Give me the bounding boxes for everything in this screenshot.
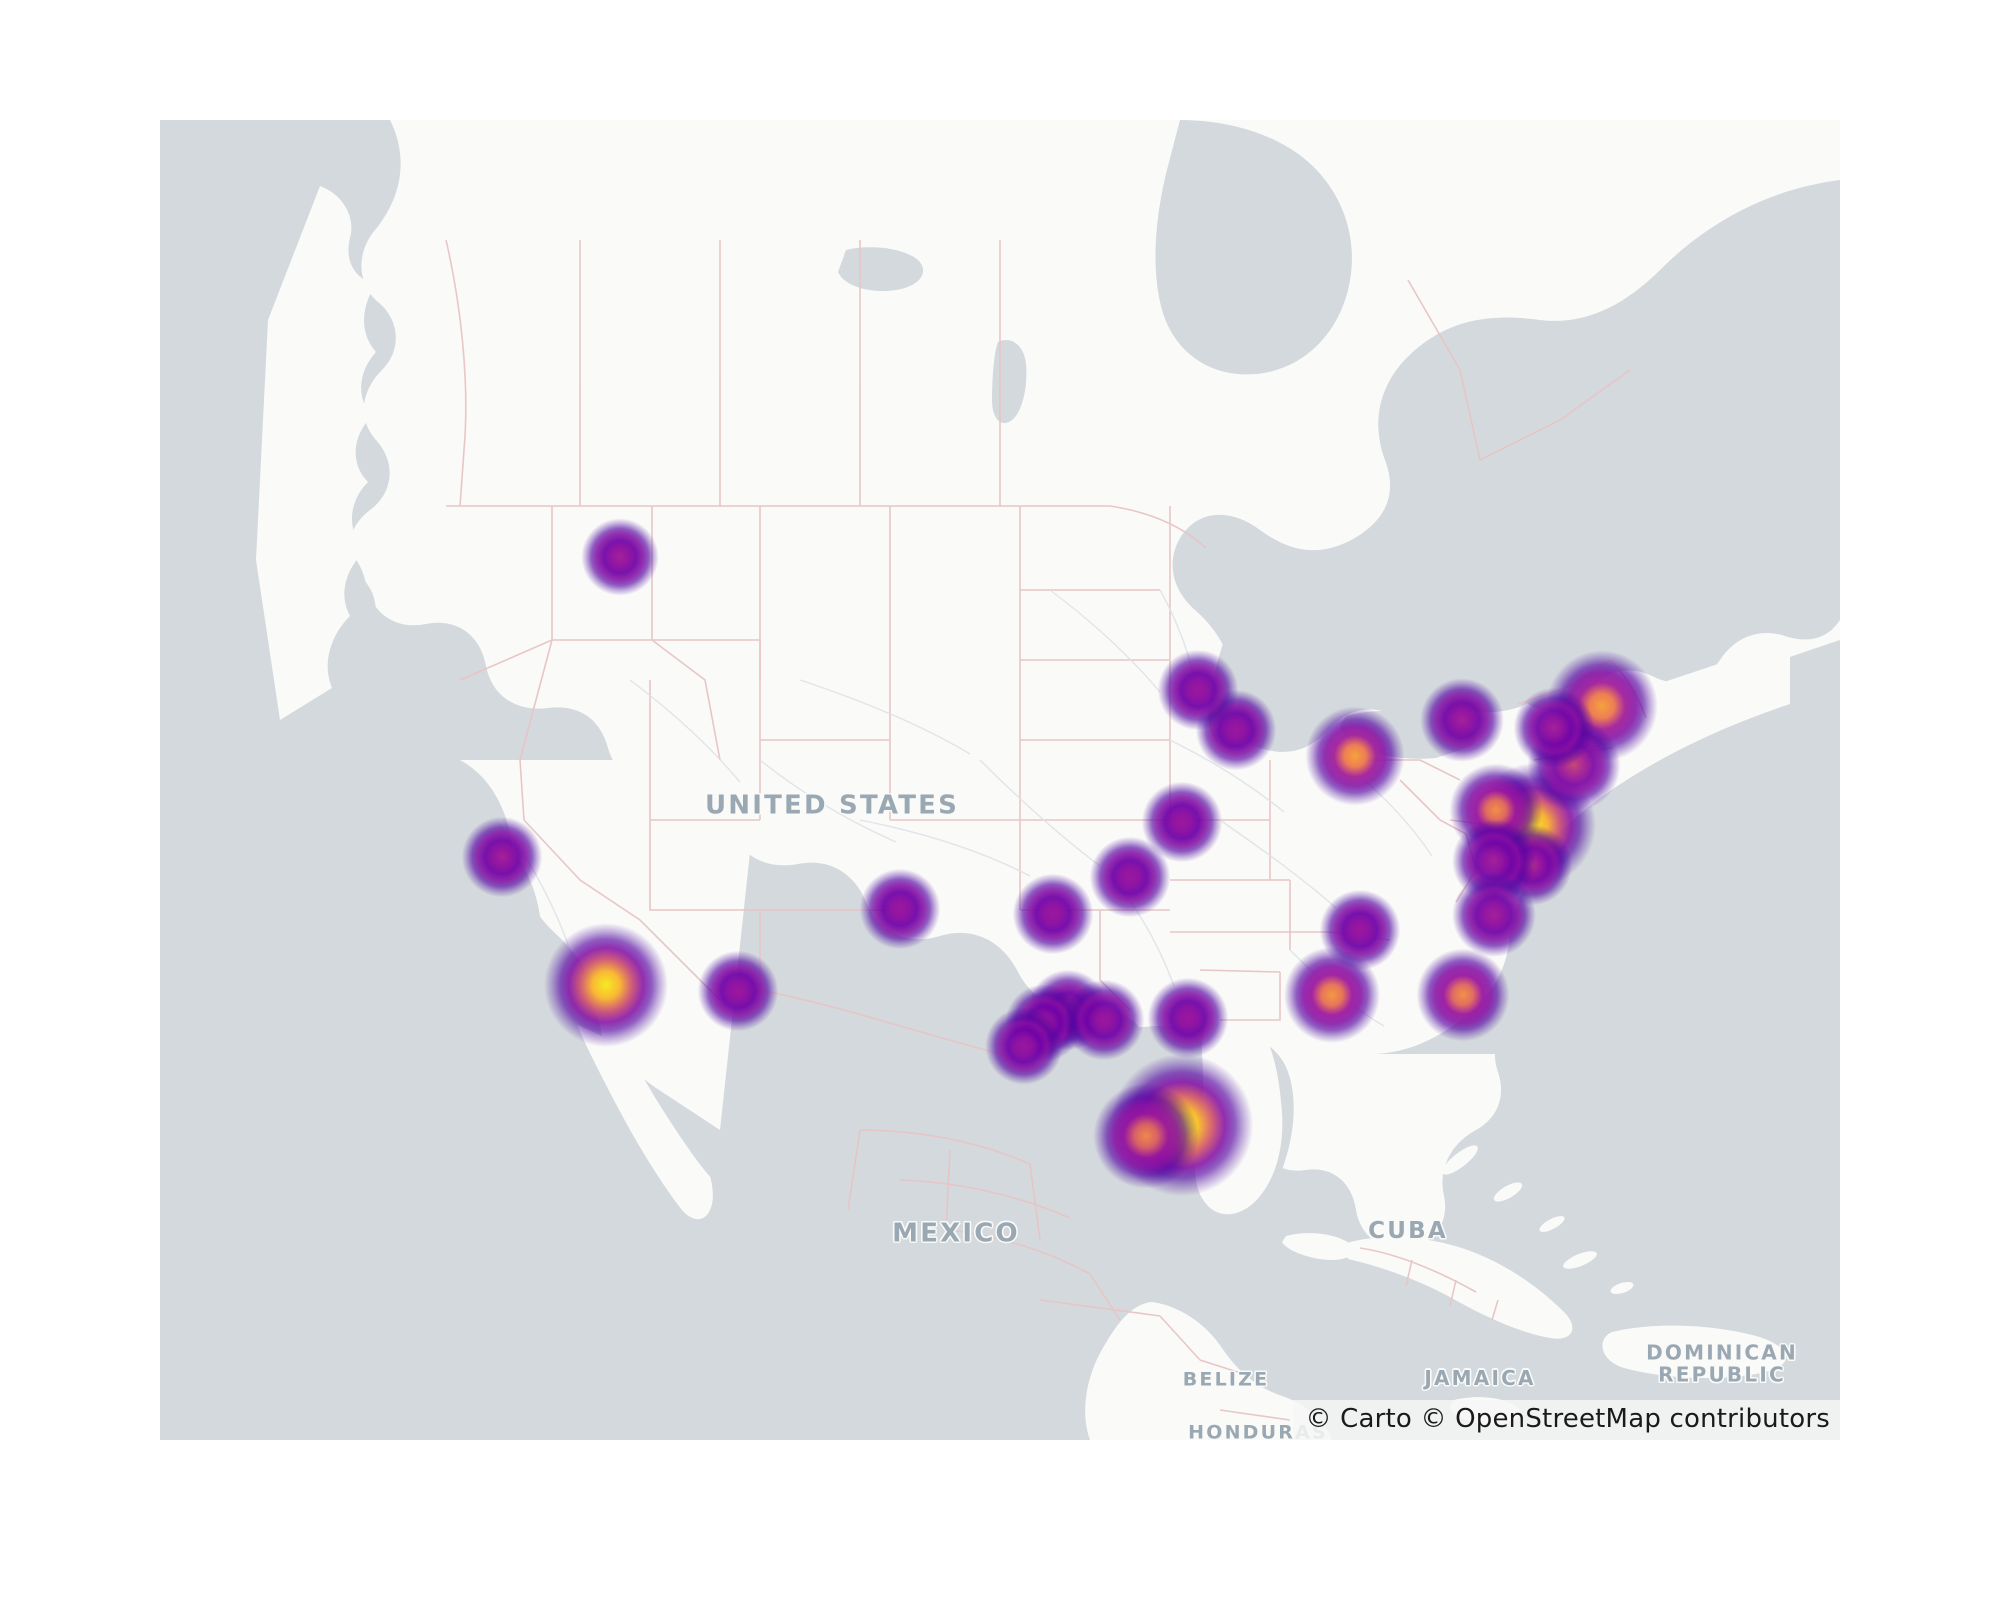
heat-point-dallas	[1012, 873, 1094, 955]
heat-point-san-francisco	[461, 816, 543, 898]
map-attribution[interactable]: © Carto © OpenStreetMap contributors	[1293, 1400, 1840, 1440]
heat-point-detroit	[1420, 678, 1504, 762]
bahamas-islands	[1399, 1121, 1634, 1295]
heat-point-oklahoma-city	[1089, 836, 1171, 918]
heat-point-spokane-idaho	[581, 518, 659, 596]
heat-point-atlanta	[1283, 946, 1381, 1044]
heat-point-gulf-coast-florida	[1147, 977, 1229, 1059]
heat-point-new-orleans	[1063, 979, 1145, 1061]
heat-point-st-louis	[1141, 781, 1223, 863]
central-america	[1085, 1302, 1332, 1440]
heat-point-nashville	[1319, 889, 1401, 971]
map-viewport[interactable]: UNITED STATES MEXICO CUBA JAMAICA DOMINICAN …	[160, 120, 1840, 1440]
heat-point-tampa-secondary	[1093, 1083, 1199, 1189]
heat-point-los-angeles	[544, 923, 668, 1047]
heat-point-phoenix	[697, 950, 779, 1032]
heat-point-albany	[1513, 687, 1595, 769]
heat-point-minneapolis	[1157, 649, 1239, 731]
heat-point-richmond-norfolk	[1452, 873, 1536, 957]
lake-superior	[1206, 552, 1402, 628]
hudson-bay	[1155, 120, 1352, 375]
heat-point-cleveland	[1305, 706, 1405, 806]
cuba-island	[1342, 1237, 1573, 1339]
hispaniola-island	[1602, 1325, 1786, 1379]
baja-california	[572, 999, 713, 1220]
pacific-ocean-west	[160, 757, 584, 1440]
cuba-west-tip	[1282, 1233, 1354, 1260]
heat-point-denver	[859, 868, 941, 950]
atlantic-ocean-east	[1376, 640, 1840, 1054]
bc-inland-water	[256, 186, 376, 720]
heat-point-san-antonio	[985, 1007, 1063, 1085]
heat-point-charleston	[1416, 948, 1510, 1042]
lake-huron	[1299, 600, 1367, 708]
heatmap-layer	[461, 518, 1658, 1197]
